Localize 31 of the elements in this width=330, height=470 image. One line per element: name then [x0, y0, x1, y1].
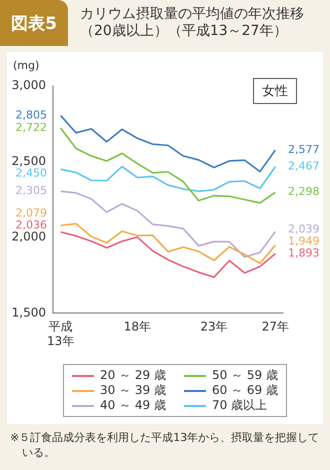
data-label: 2,298 [288, 185, 320, 198]
y-tick-label: 2,500 [12, 154, 46, 168]
legend-label: 30 ～ 39 歳 [100, 383, 166, 398]
data-label: 2,577 [288, 142, 320, 156]
x-tick-label: 27年 [262, 320, 289, 334]
x-tick-label: 23年 [200, 320, 228, 334]
data-label: 2,805 [16, 108, 47, 122]
data-label: 2,450 [16, 166, 47, 180]
data-label: 1,893 [288, 246, 320, 260]
legend-label: 40 ～ 49 歳 [100, 398, 166, 413]
data-label: 2,722 [16, 120, 47, 134]
data-label: 1,949 [288, 234, 320, 248]
legend-label: 50 ～ 59 歳 [212, 368, 278, 383]
chart-title: 図表5 [0, 0, 68, 46]
data-label: 2,467 [288, 160, 320, 173]
y-tick-label: 3,000 [12, 78, 46, 92]
data-label: 2,039 [288, 222, 320, 236]
data-label: 2,079 [16, 206, 47, 220]
data-label: 2,036 [16, 218, 47, 232]
chart-subtitle: カリウム摂取量の平均値の年次推移（20歳以上）（平成13～27年） [80, 6, 305, 40]
y-tick-label: 1,500 [12, 305, 46, 320]
y-axis-title: (mg) [13, 58, 40, 72]
legend-label: 60 ～ 69 歳 [212, 383, 278, 398]
y-tick-label: 2,000 [12, 230, 46, 244]
data-label: 2,305 [16, 184, 47, 198]
legend-label: 20 ～ 29 歳 [100, 368, 166, 383]
text: ※５訂食品成分表を利用した平成13年から、摂取量を把握している。 [10, 430, 320, 460]
x-tick-label: 18年 [124, 320, 151, 334]
legend-label: 70 歳以上 [212, 398, 268, 413]
annotation: 女性 [253, 78, 297, 104]
x-tick-label: 平成 13年 [47, 320, 74, 348]
